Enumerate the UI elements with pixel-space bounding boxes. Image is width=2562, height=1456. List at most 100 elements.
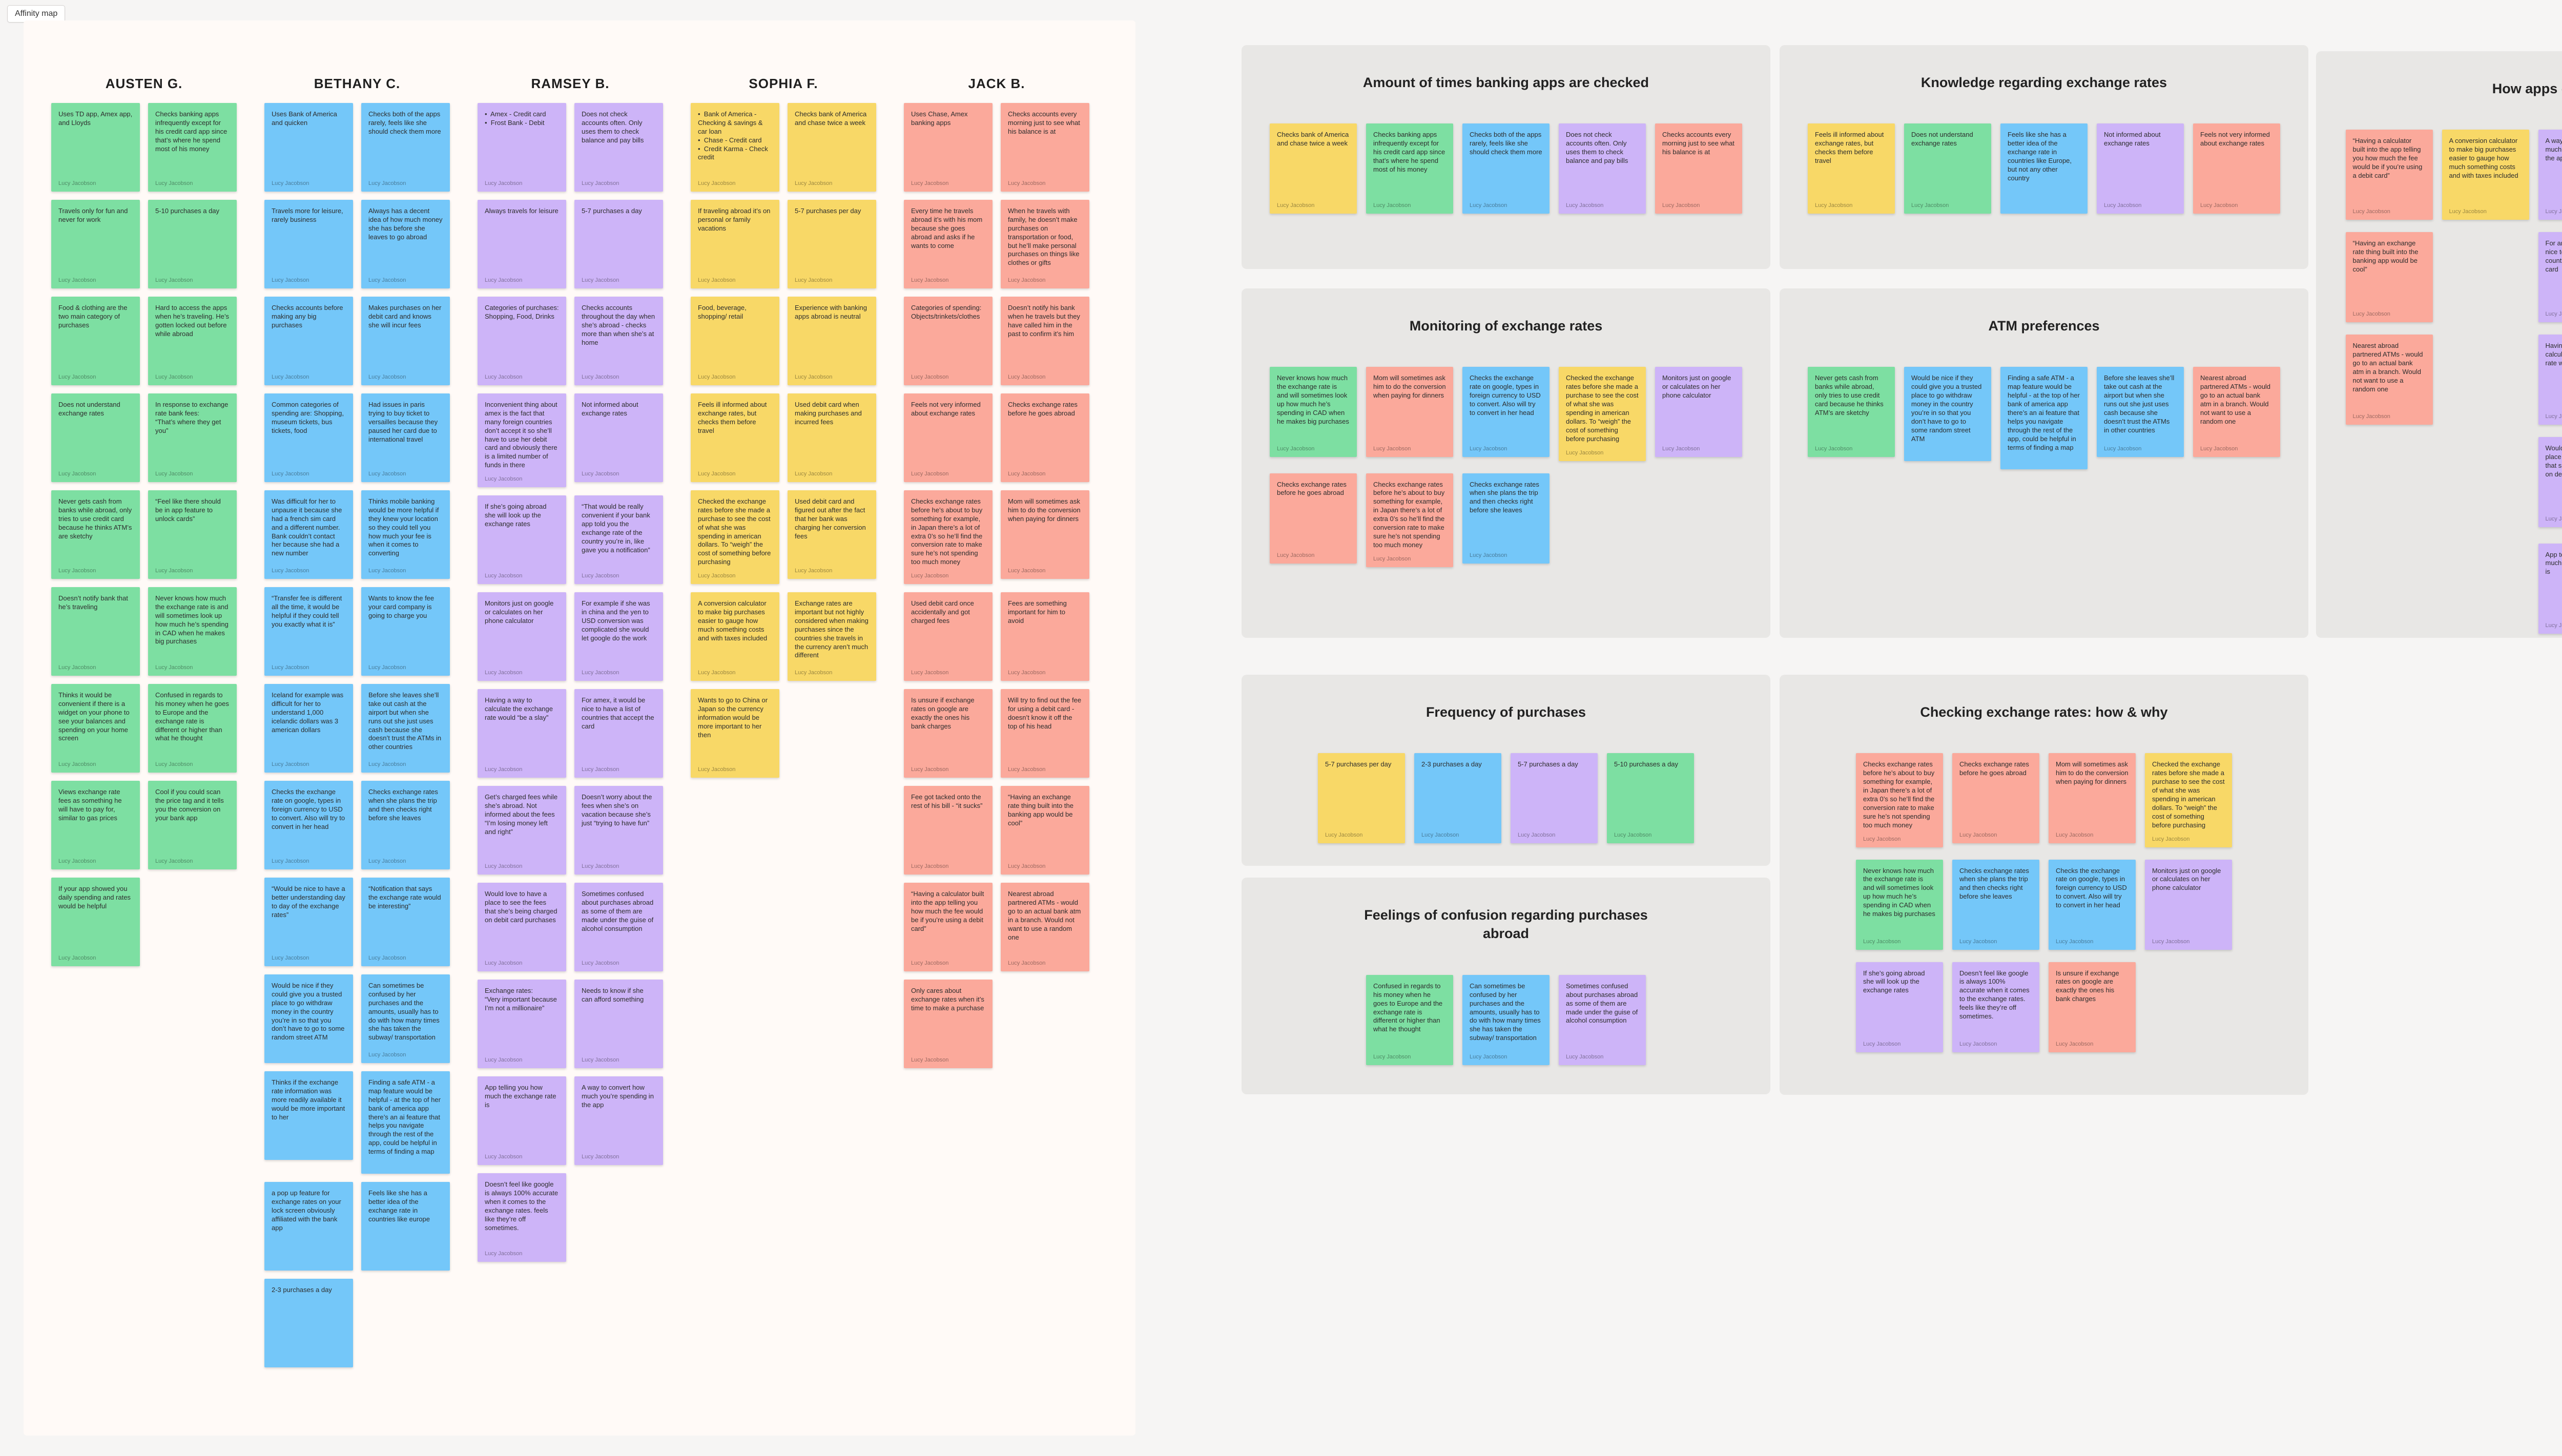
sticky-note[interactable]: Nearest abroad partnered ATMs - would go… (2345, 335, 2433, 425)
sticky-note[interactable]: Mom will sometimes ask him to do the con… (1001, 490, 1089, 579)
sticky-note[interactable]: Doesn’t worry about the fees when she’s … (574, 786, 663, 875)
board-title-chip[interactable]: Affinity map (7, 5, 66, 23)
sticky-note[interactable]: “Notification that says the exchange rat… (361, 878, 450, 966)
sticky-note[interactable]: Thinks it would be convenient if there i… (51, 684, 140, 773)
sticky-note[interactable]: Get’s charged fees while she’s abroad. N… (478, 786, 566, 875)
sticky-note[interactable]: Can sometimes be confused by her purchas… (361, 974, 450, 1063)
sticky-note[interactable]: Would be nice if they could give you a t… (1904, 367, 1991, 461)
group-panel-confusion[interactable]: Feelings of confusion regarding purchase… (1242, 878, 1770, 1094)
sticky-note[interactable]: Views exchange rate fees as something he… (51, 781, 140, 869)
sticky-note[interactable]: “Having a calculator built into the app … (2345, 130, 2433, 220)
sticky-note[interactable]: Used debit card once accidentally and go… (904, 592, 993, 681)
sticky-note[interactable]: Feels ill informed about exchange rates,… (691, 393, 779, 482)
sticky-note[interactable]: Mom will sometimes ask him to do the con… (1366, 367, 1453, 457)
sticky-note[interactable]: Would be nice if they could give you a t… (264, 974, 353, 1063)
sticky-note[interactable]: Used debit card and figured out after th… (788, 490, 876, 579)
sticky-note[interactable]: Does not understand exchange rates Lucy J… (51, 393, 140, 482)
sticky-note[interactable]: Food & clothing are the two main categor… (51, 297, 140, 385)
sticky-note[interactable]: Is unsure if exchange rates on google ar… (2049, 962, 2136, 1052)
sticky-note[interactable]: Checks accounts throughout the day when … (574, 297, 663, 385)
sticky-note[interactable]: Checks accounts before making any big pu… (264, 297, 353, 385)
sticky-note[interactable]: Feels like she has a better idea of the … (2000, 123, 2088, 214)
sticky-note[interactable]: Needs to know if she can afford somethin… (574, 980, 663, 1069)
sticky-note[interactable]: Fee got tacked onto the rest of his bill… (904, 786, 993, 875)
sticky-note[interactable]: “Having an exchange rate thing built int… (1001, 786, 1089, 875)
sticky-note[interactable]: “That would be really convenient if your… (574, 495, 663, 585)
sticky-note[interactable]: Uses TD app, Amex app, and Lloyds Lucy Ja… (51, 103, 140, 192)
sticky-note[interactable]: Checks banking apps infrequently except … (1366, 123, 1453, 214)
sticky-note[interactable]: App telling you how much the exchange ra… (2538, 543, 2562, 634)
sticky-note[interactable]: A conversion calculator to make big purc… (2442, 130, 2529, 220)
sticky-note[interactable]: Sometimes confused about purchases abroa… (574, 883, 663, 972)
sticky-note[interactable]: Checks exchange rates before he goes abr… (1952, 753, 2039, 844)
sticky-note[interactable]: Is unsure if exchange rates on google ar… (904, 689, 993, 778)
sticky-note[interactable]: 5-7 purchases a day Lucy Jacobson (574, 200, 663, 288)
sticky-note[interactable]: Always has a decent idea of how much mon… (361, 200, 450, 288)
sticky-note[interactable]: Checks exchange rates when she plans the… (1952, 859, 2039, 950)
sticky-note[interactable]: Checks banking apps infrequently except … (148, 103, 237, 192)
sticky-note[interactable]: Never knows how much the exchange rate i… (1856, 859, 1943, 950)
sticky-note[interactable]: Checked the exchange rates before she ma… (691, 490, 779, 585)
sticky-note[interactable]: Monitors just on google or calculates on… (478, 592, 566, 681)
sticky-note[interactable]: Every time he travels abroad it’s with h… (904, 200, 993, 288)
sticky-note[interactable]: A way to convert how much you’re spendin… (574, 1076, 663, 1166)
sticky-note[interactable]: Feels ill informed about exchange rates,… (1808, 123, 1895, 214)
sticky-note[interactable]: Inconvenient thing about amex is the fac… (478, 393, 566, 488)
sticky-note[interactable]: Hard to access the apps when he’s travel… (148, 297, 237, 385)
sticky-note[interactable]: Does not check accounts often. Only uses… (574, 103, 663, 192)
sticky-note[interactable]: • Bank of America - Checking & savings &… (691, 103, 779, 192)
sticky-note[interactable]: App telling you how much the exchange ra… (478, 1076, 566, 1166)
sticky-note[interactable]: Wants to know the fee your card company … (361, 587, 450, 676)
sticky-note[interactable]: Nearest abroad partnered ATMs - would go… (1001, 883, 1089, 972)
sticky-note[interactable]: Not informed about exchange rates Lucy Ja… (2097, 123, 2184, 214)
sticky-note[interactable]: 5-7 purchases per day Lucy Jacobson (1318, 753, 1405, 844)
sticky-note[interactable]: Nearest abroad partnered ATMs - would go… (2193, 367, 2280, 457)
sticky-note[interactable]: Feels not very informed about exchange r… (2193, 123, 2280, 214)
sticky-note[interactable]: A conversion calculator to make big purc… (691, 592, 779, 681)
sticky-note[interactable]: Checks the exchange rate on google, type… (2049, 859, 2136, 950)
sticky-note[interactable]: 5-7 purchases per day Lucy Jacobson (788, 200, 876, 288)
sticky-note[interactable]: Exchange rates: “Very important because … (478, 980, 566, 1069)
sticky-note[interactable]: Was difficult for her to unpause it beca… (264, 490, 353, 579)
sticky-note[interactable]: “Having a calculator built into the app … (904, 883, 993, 972)
sticky-note[interactable]: Checks exchange rates before he’s about … (1366, 473, 1453, 567)
sticky-note[interactable]: Checks bank of America and chase twice a… (788, 103, 876, 192)
sticky-note[interactable]: Never gets cash from banks while abroad,… (1808, 367, 1895, 457)
sticky-note[interactable]: Checked the exchange rates before she ma… (2145, 753, 2232, 847)
sticky-note[interactable]: Fees are something important for him to … (1001, 592, 1089, 681)
sticky-note[interactable]: Checks both of the apps rarely, feels li… (361, 103, 450, 192)
sticky-note[interactable]: Doesn’t notify bank that he’s traveling L… (51, 587, 140, 676)
sticky-note[interactable]: If your app showed you daily spending an… (51, 878, 140, 966)
sticky-note[interactable]: Checks exchange rates when she plans the… (1462, 473, 1549, 564)
sticky-note[interactable]: Finding a safe ATM - a map feature would… (361, 1071, 450, 1174)
sticky-note[interactable]: “Transfer fee is different all the time,… (264, 587, 353, 676)
sticky-note[interactable]: Travels only for fun and never for work L… (51, 200, 140, 288)
sticky-note[interactable]: Checks accounts every morning just to se… (1001, 103, 1089, 192)
sticky-note[interactable]: Confused in regards to his money when he… (148, 684, 237, 773)
sticky-note[interactable]: Checks exchange rates when she plans the… (361, 781, 450, 869)
sticky-note[interactable]: Mom will sometimes ask him to do the con… (2049, 753, 2136, 844)
sticky-note[interactable]: Iceland for example was difficult for he… (264, 684, 353, 773)
sticky-note[interactable]: Confused in regards to his money when he… (1366, 974, 1453, 1065)
sticky-note[interactable]: Cool if you could scan the price tag and… (148, 781, 237, 869)
sticky-note[interactable]: Doesn’t feel like google is always 100% … (478, 1173, 566, 1262)
sticky-note[interactable]: Having a way to calculate the exchange r… (478, 689, 566, 778)
sticky-note[interactable]: Checks both of the apps rarely, feels li… (1462, 123, 1549, 214)
sticky-note[interactable]: Always travels for leisure Lucy Jacobson (478, 200, 566, 288)
sticky-note[interactable]: Wants to go to China or Japan so the cur… (691, 689, 779, 778)
sticky-note[interactable]: Checks exchange rates before he goes abr… (1001, 393, 1089, 482)
sticky-note[interactable]: Travels more for leisure, rarely busines… (264, 200, 353, 288)
sticky-note[interactable]: Checks the exchange rate on google, type… (264, 781, 353, 869)
sticky-note[interactable]: 5-10 purchases a day Lucy Jacobson (1607, 753, 1694, 844)
sticky-note[interactable]: Would love to have a place to see the fe… (478, 883, 566, 972)
sticky-note[interactable]: For example if she was in china and the … (574, 592, 663, 681)
sticky-note[interactable]: Sometimes confused about purchases abroa… (1559, 974, 1646, 1065)
sticky-note[interactable]: Thinks mobile banking would be more help… (361, 490, 450, 579)
sticky-note[interactable]: a pop up feature for exchange rates on y… (264, 1182, 353, 1271)
sticky-note[interactable]: Exchange rates are important but not hig… (788, 592, 876, 681)
sticky-note[interactable]: • Amex - Credit card • Frost Bank - Debi… (478, 103, 566, 192)
sticky-note[interactable]: Doesn’t notify his bank when he travels … (1001, 297, 1089, 385)
sticky-note[interactable]: Before she leaves she’ll take out cash a… (2097, 367, 2184, 457)
group-panel-monitoring[interactable]: Monitoring of exchange rates Never knows … (1242, 288, 1770, 638)
sticky-note[interactable]: Experience with banking apps abroad is n… (788, 297, 876, 385)
